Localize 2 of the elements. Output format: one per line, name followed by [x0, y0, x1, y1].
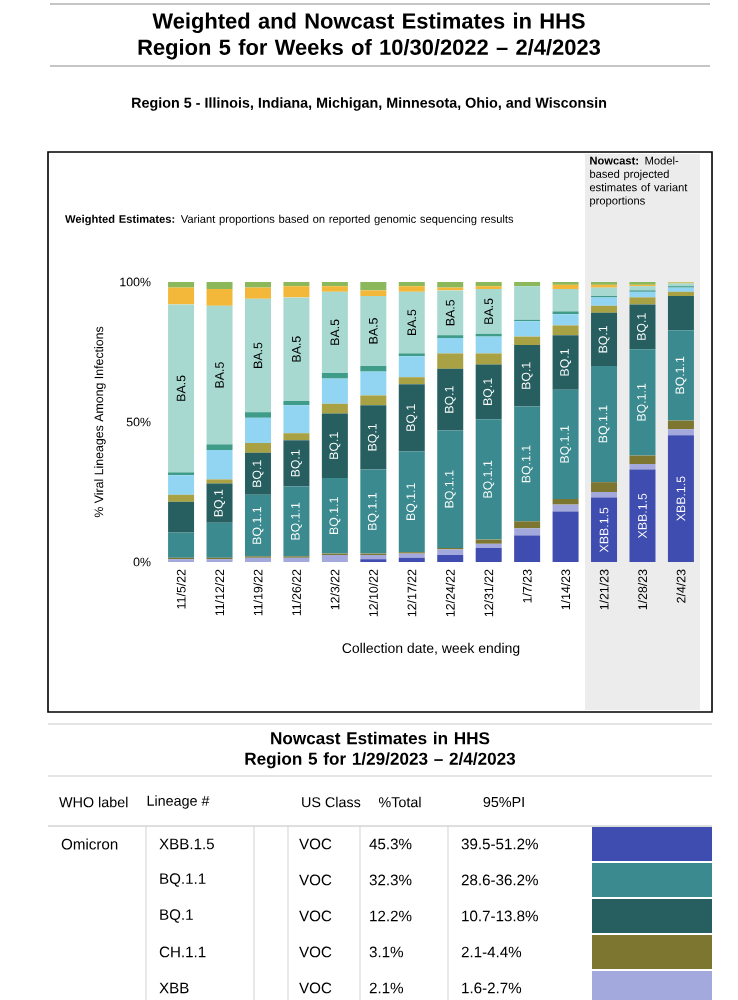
- chart-title: Weighted and Nowcast Estimates in HHS Region 5 for Weeks of 10/30/2022 – 2/4/2023: [138, 12, 601, 60]
- text: Nowcast Estimates in HHS Region 5 for 1/29/2023 – 2/4/2023: [245, 731, 516, 769]
